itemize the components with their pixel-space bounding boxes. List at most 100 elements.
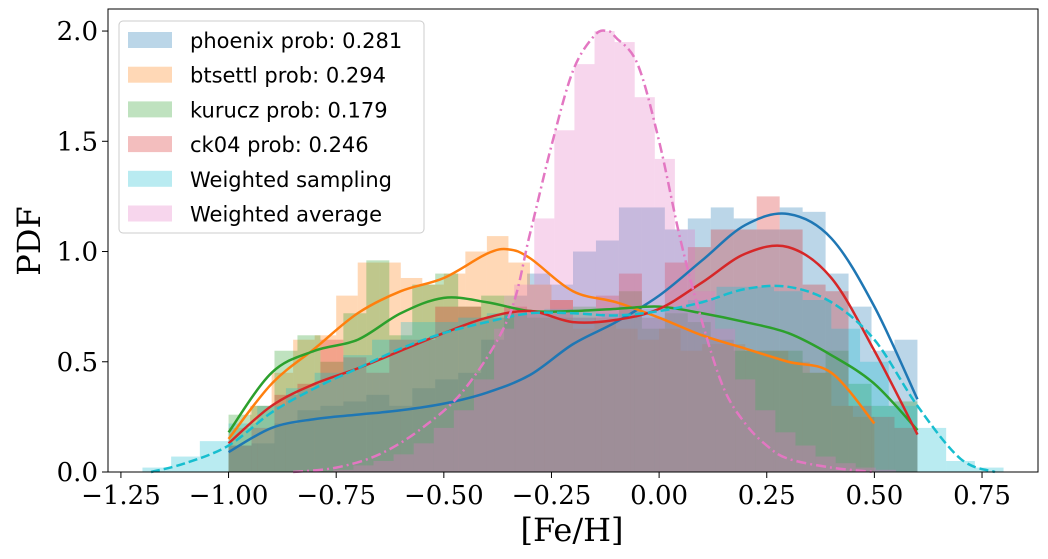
histogram-bar	[614, 42, 635, 472]
histogram-bar	[297, 383, 321, 472]
histogram-bar	[453, 410, 474, 472]
histogram-bar	[687, 300, 717, 472]
legend-entry-label: Weighted average	[190, 203, 382, 227]
histogram-bar	[357, 262, 380, 472]
histogram-bar	[366, 372, 390, 472]
histogram-bar	[429, 322, 459, 472]
y-tick-label: 0.5	[57, 348, 98, 378]
series-2-bars	[228, 260, 918, 472]
histogram-bar	[594, 31, 615, 473]
histogram-bar	[551, 300, 573, 472]
histogram-bar	[664, 229, 688, 472]
histogram-bar	[674, 229, 695, 472]
histogram-bar	[835, 463, 856, 472]
histogram-bar	[412, 284, 436, 472]
histogram-bar	[659, 328, 681, 472]
series-4-bars	[142, 286, 1004, 472]
histogram-bar	[809, 372, 832, 472]
histogram-bar	[465, 251, 487, 472]
histogram-bar	[654, 158, 675, 472]
histogram-bar	[779, 350, 803, 472]
histogram-bar	[494, 328, 515, 472]
histogram-bar	[393, 454, 414, 472]
histogram-bar	[314, 372, 344, 472]
histogram-bar	[481, 317, 505, 472]
histogram-bar	[825, 273, 849, 472]
histogram-bar	[297, 410, 321, 472]
histogram-bar	[274, 350, 298, 472]
kde-curves-layer	[150, 29, 996, 474]
histogram-bars-layer	[142, 31, 1004, 473]
histogram-bar	[250, 405, 272, 472]
histogram-bar	[336, 295, 358, 472]
histogram-bar	[481, 295, 505, 472]
histogram-bar	[875, 469, 896, 472]
histogram-bar	[630, 308, 660, 472]
histogram-bar	[413, 443, 434, 472]
histogram-bar	[788, 361, 810, 472]
histogram-bar	[871, 350, 895, 472]
histogram-bar	[228, 445, 252, 472]
histogram-bar	[435, 273, 459, 472]
histogram-bar	[848, 306, 872, 472]
histogram-bar	[773, 291, 803, 472]
histogram-bar	[343, 313, 367, 472]
histogram-bar	[756, 350, 780, 472]
histogram-bar	[779, 207, 803, 472]
histogram-bar	[373, 460, 394, 472]
legend-swatch	[128, 101, 172, 118]
y-tick-label: 0.0	[57, 458, 98, 488]
histogram-bar	[894, 339, 918, 472]
legend-entry-label: phoenix prob: 0.281	[190, 29, 402, 53]
histogram-bar	[664, 313, 688, 472]
histogram-bar	[974, 467, 1004, 472]
legend-swatch	[128, 66, 172, 83]
legend-entry-label: Weighted sampling	[190, 168, 392, 192]
legend-swatch	[128, 32, 172, 48]
histogram-bar	[795, 445, 816, 472]
histogram-bar	[458, 306, 482, 472]
histogram-bar	[293, 339, 315, 472]
y-tick-label: 2.0	[57, 17, 98, 47]
series-5-bars	[333, 31, 896, 473]
histogram-bar	[515, 313, 545, 472]
histogram-bar	[825, 291, 849, 472]
histogram-bar	[755, 410, 776, 472]
histogram-bar	[595, 322, 619, 472]
x-tick-label: −0.25	[512, 481, 592, 511]
histogram-bar	[314, 335, 337, 472]
legend-swatch	[128, 170, 172, 187]
histogram-bar	[573, 328, 595, 472]
histogram-bar	[228, 445, 252, 472]
histogram-bar	[848, 405, 872, 472]
histogram-bar	[400, 322, 430, 472]
x-tick-label: −0.50	[404, 481, 484, 511]
x-tick-label: 0.50	[845, 481, 903, 511]
histogram-bar	[573, 251, 596, 472]
histogram-bar	[504, 313, 528, 472]
histogram-bar	[659, 306, 688, 472]
histogram-bar	[458, 372, 482, 472]
x-tick-label: 0.75	[953, 481, 1011, 511]
histogram-bar	[825, 350, 849, 472]
histogram-bar	[802, 372, 826, 472]
x-tick-label: −0.75	[296, 481, 376, 511]
histogram-bar	[618, 291, 642, 472]
histogram-bar	[333, 469, 354, 472]
histogram-bar	[680, 350, 703, 472]
histogram-bar	[320, 405, 344, 472]
histogram-bar	[852, 416, 875, 472]
x-tick-label: −1.00	[189, 481, 269, 511]
histogram-bar	[871, 416, 895, 472]
x-axis-label: [Fe/H]	[520, 511, 623, 549]
histogram-bar	[637, 339, 660, 472]
series-3-bars	[228, 196, 918, 472]
histogram-bar	[641, 328, 665, 472]
histogram-bar	[389, 405, 413, 472]
histogram-bar	[802, 300, 832, 472]
histogram-bar	[433, 427, 454, 472]
histogram-bar	[544, 308, 573, 472]
histogram-bar	[745, 286, 774, 472]
